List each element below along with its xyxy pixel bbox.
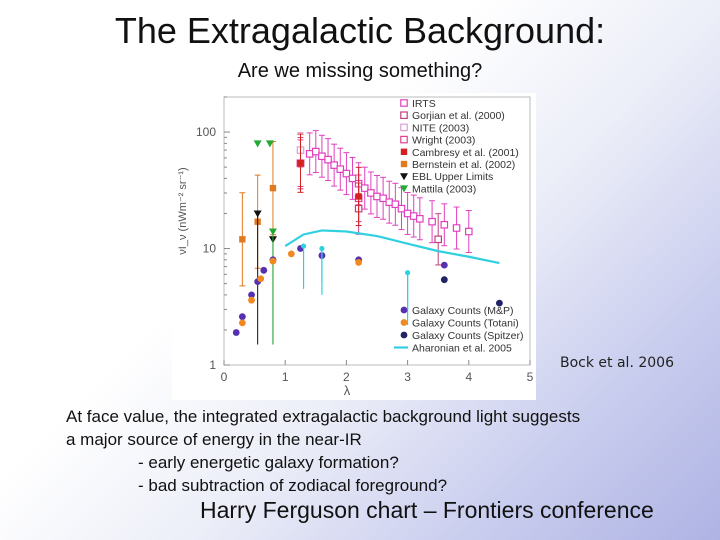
galaxy-counts-spitzer-point bbox=[440, 276, 448, 284]
cambresy-et-al-2001-point bbox=[297, 160, 304, 167]
y-tick-label: 10 bbox=[203, 242, 217, 256]
bernstein-et-al-2002-point bbox=[239, 236, 246, 243]
y-tick-label: 1 bbox=[209, 358, 216, 372]
irts-point bbox=[367, 189, 375, 197]
legend-bottom-item-label: Galaxy Counts (Spitzer) bbox=[412, 330, 523, 342]
aharonian-et-al-2005-line bbox=[284, 229, 500, 265]
body-bullet-2: - bad subtraction of zodiacal foreground… bbox=[138, 476, 448, 495]
irts-point bbox=[373, 192, 381, 201]
galaxy-counts-m-p-point bbox=[232, 329, 240, 336]
aharonian-et-al-2005-point bbox=[319, 245, 325, 252]
galaxy-counts-totani-point bbox=[355, 259, 363, 266]
mattila-2003-point bbox=[253, 140, 262, 148]
legend-bottom-item-swatch bbox=[400, 319, 408, 326]
legend-top-item-label: Bernstein et al. (2002) bbox=[412, 159, 515, 171]
irts-point bbox=[305, 150, 314, 158]
bernstein-et-al-2002-point bbox=[269, 184, 277, 192]
legend-top-item-swatch bbox=[400, 111, 408, 120]
aharonian-et-al-2005-point bbox=[405, 270, 411, 276]
irts-point bbox=[379, 194, 387, 203]
x-axis-label: λ bbox=[344, 383, 351, 398]
galaxy-counts-totani-point bbox=[238, 319, 246, 327]
irts-point bbox=[324, 155, 332, 164]
legend-bottom-item-label: Galaxy Counts (M&P) bbox=[412, 305, 514, 317]
legend-top-item-label: IRTS bbox=[412, 98, 436, 110]
body-line-2: a major source of energy in the near-IR bbox=[66, 430, 362, 449]
legend-bottom-item-label: Galaxy Counts (Totani) bbox=[412, 318, 519, 330]
galaxy-counts-m-p-point bbox=[440, 261, 448, 269]
legend-top-item-swatch bbox=[400, 135, 408, 144]
legend-top-item-swatch bbox=[400, 99, 408, 107]
galaxy-counts-m-p-point bbox=[260, 266, 268, 274]
galaxy-counts-totani-point bbox=[248, 296, 255, 304]
mattila-2003-point bbox=[265, 140, 274, 148]
x-tick-label: 2 bbox=[343, 370, 350, 384]
irts-point bbox=[348, 174, 357, 183]
legend-top-item-label: Wright (2003) bbox=[412, 135, 475, 147]
legend-top-item-label: Mattila (2003) bbox=[412, 183, 476, 195]
galaxy-counts-m-p-point bbox=[238, 313, 246, 321]
x-tick-label: 1 bbox=[282, 370, 289, 384]
legend-top-item-swatch bbox=[400, 173, 408, 181]
irts-point bbox=[428, 217, 436, 226]
body-text: At face value, the integrated extragalac… bbox=[66, 405, 580, 497]
irts-point bbox=[409, 212, 418, 220]
legend-top-item-swatch bbox=[400, 185, 408, 193]
legend-top-item-label: Cambresy et al. (2001) bbox=[412, 147, 519, 159]
aharonian-et-al-2005-point bbox=[300, 243, 307, 249]
irts-point bbox=[342, 169, 351, 178]
x-tick-label: 0 bbox=[221, 370, 228, 384]
slide-footer: Harry Ferguson chart – Frontiers confere… bbox=[200, 497, 654, 523]
ebl-chart: 0 1 2 3 4 5 1 10 100 λ νI_ν (nWm⁻² sr⁻¹) IRTS Gorjia… bbox=[172, 93, 536, 400]
legend-top-item-swatch bbox=[400, 160, 408, 168]
irts-point bbox=[403, 209, 412, 218]
x-tick-label: 5 bbox=[527, 370, 534, 384]
y-axis-label: νI_ν (nWm⁻² sr⁻¹) bbox=[177, 167, 189, 254]
irts-point bbox=[416, 214, 424, 223]
irts-point bbox=[440, 220, 449, 229]
irts-point bbox=[318, 152, 326, 161]
legend-top-item-label: Gorjian et al. (2000) bbox=[412, 110, 505, 122]
legend-bottom-item-swatch bbox=[400, 306, 408, 314]
chart-credit: Bock et al. 2006 bbox=[560, 355, 674, 371]
body-bullet-1: - early energetic galaxy formation? bbox=[138, 453, 399, 472]
galaxy-counts-m-p-point bbox=[248, 291, 255, 299]
irts-point bbox=[360, 184, 369, 192]
legend-top-item-swatch bbox=[400, 123, 408, 132]
irts-point bbox=[312, 147, 320, 156]
legend-top-item-label: NITE (2003) bbox=[412, 122, 469, 134]
body-line-1: At face value, the integrated extragalac… bbox=[66, 407, 581, 426]
irts-point bbox=[385, 198, 394, 206]
galaxy-counts-totani-point bbox=[269, 257, 277, 265]
irts-point bbox=[330, 161, 338, 169]
y-tick-label: 100 bbox=[196, 125, 216, 139]
ebl-upper-limits-point bbox=[253, 210, 262, 218]
legend-bottom-item-swatch bbox=[400, 331, 408, 339]
slide-subtitle: Are we missing something? bbox=[237, 60, 483, 82]
legend-bottom-item-label: Aharonian et al. 2005 bbox=[412, 343, 512, 355]
irts-point bbox=[452, 224, 461, 232]
mattila-2003-point bbox=[268, 228, 277, 236]
galaxy-counts-spitzer-point bbox=[496, 299, 503, 307]
galaxy-counts-totani-point bbox=[287, 250, 295, 258]
legend-top-item-swatch bbox=[400, 148, 408, 155]
slide-title: The Extragalactic Background: bbox=[114, 10, 606, 51]
gorjian-et-al-2000-point bbox=[434, 235, 443, 244]
irts-point bbox=[391, 200, 400, 209]
legend-top-item-label: EBL Upper Limits bbox=[412, 171, 493, 183]
irts-point bbox=[397, 204, 406, 213]
irts-point bbox=[336, 165, 345, 173]
x-tick-label: 3 bbox=[404, 370, 411, 384]
galaxy-counts-totani-point bbox=[257, 275, 265, 283]
plot-frame bbox=[223, 96, 531, 366]
irts-point bbox=[465, 227, 473, 236]
cambresy-et-al-2001-point bbox=[355, 193, 362, 200]
x-tick-label: 4 bbox=[465, 370, 472, 384]
